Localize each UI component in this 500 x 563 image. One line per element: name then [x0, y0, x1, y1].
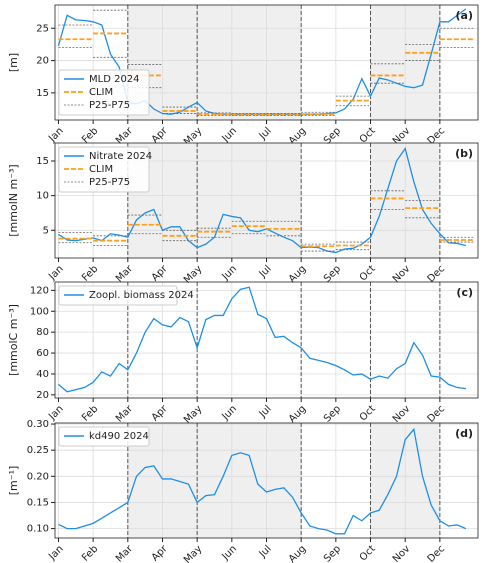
x-tick-label: Jan — [46, 125, 65, 144]
x-tick-label: May — [182, 543, 204, 563]
y-tick-label: 120 — [30, 285, 49, 296]
x-tick-label: Jun — [220, 125, 240, 145]
y-tick-label: 25 — [36, 23, 49, 34]
x-tick-label: Sep — [322, 403, 343, 424]
y-tick-label: 20 — [36, 390, 49, 401]
x-tick-label: Dec — [426, 543, 447, 563]
legend-label: CLIM — [89, 87, 113, 98]
y-tick-label: 40 — [36, 369, 49, 380]
y-tick-label: 5 — [43, 225, 49, 236]
legend-label: kd490 2024 — [89, 431, 149, 442]
y-tick-label: 10 — [36, 191, 49, 202]
x-tick-label: Nov — [391, 403, 413, 425]
y-tick-label: 80 — [36, 327, 49, 338]
season-shade — [127, 5, 302, 120]
y-tick-label: 0.20 — [27, 471, 49, 482]
legend-label: P25-P75 — [89, 100, 130, 111]
x-tick-label: Feb — [80, 403, 100, 423]
y-tick-label: 0.15 — [27, 497, 49, 508]
panel: 20 40 60 80 100 120 Jan Feb Mar Apr May Jun Jul Aug Se… — [7, 281, 479, 426]
x-tick-label: Jul — [257, 403, 274, 420]
y-tick-label: 60 — [36, 348, 49, 359]
y-axis-label: [mmolN m⁻³] — [7, 164, 20, 236]
plot-frame — [54, 422, 479, 539]
panel-label: (d) — [455, 427, 473, 440]
x-tick-label: Jun — [220, 403, 240, 423]
y-tick-label: 20 — [36, 56, 49, 67]
y-axis-label: [m] — [7, 53, 20, 72]
x-tick-label: Mar — [114, 403, 136, 425]
season-shade — [127, 143, 302, 258]
legend-frame — [58, 146, 150, 193]
data-line — [58, 147, 467, 254]
x-tick-label: Jan — [46, 403, 65, 422]
panel-label: (b) — [455, 147, 473, 160]
plot-frame — [54, 142, 479, 259]
y-tick-label: 0.10 — [27, 524, 49, 535]
plot-frame — [54, 4, 479, 121]
panel-label: (c) — [456, 286, 473, 299]
x-tick-label: Feb — [80, 263, 100, 283]
x-tick-label: Jan — [46, 543, 65, 562]
legend-label: Nitrate 2024 — [89, 151, 152, 162]
y-axis-label: [m⁻¹] — [7, 466, 20, 496]
x-tick-label: May — [182, 263, 204, 285]
x-tick-label: Sep — [322, 125, 343, 146]
y-tick-label: 0.30 — [27, 419, 49, 430]
x-tick-label: Mar — [114, 263, 136, 285]
legend-label: Zoopl. biomass 2024 — [89, 290, 194, 301]
x-tick-label: Apr — [150, 125, 171, 146]
x-tick-label: Nov — [391, 543, 413, 563]
x-tick-label: Apr — [150, 403, 171, 424]
panel-label: (a) — [456, 9, 473, 22]
x-tick-label: Jun — [220, 543, 240, 563]
data-line — [58, 286, 466, 393]
x-tick-label: Feb — [80, 543, 100, 563]
y-tick-label: 15 — [36, 88, 49, 99]
x-tick-label: Jun — [220, 263, 240, 283]
x-tick-label: Aug — [287, 543, 309, 563]
x-tick-label: Sep — [322, 543, 343, 563]
x-tick-label: Oct — [358, 543, 378, 563]
season-shade — [127, 423, 302, 538]
x-tick-label: Oct — [358, 263, 378, 283]
panel: 0.10 0.15 0.20 0.25 0.30 Jan Feb Mar Apr May Jun Ju… — [7, 419, 479, 563]
legend-frame — [58, 69, 150, 116]
x-tick-label: May — [182, 403, 204, 425]
x-tick-label: Jan — [46, 263, 65, 282]
x-tick-label: Sep — [322, 263, 343, 284]
x-tick-label: Jul — [257, 543, 274, 560]
legend-label: P25-P75 — [89, 177, 130, 188]
x-tick-label: Dec — [426, 403, 447, 424]
x-tick-label: Apr — [150, 263, 171, 284]
legend-label: CLIM — [89, 164, 113, 175]
x-tick-label: Jul — [257, 263, 274, 280]
x-tick-label: Apr — [150, 543, 171, 563]
x-tick-label: Aug — [287, 403, 309, 425]
x-tick-label: Jul — [257, 125, 274, 142]
legend-frame — [58, 285, 178, 306]
x-tick-label: Oct — [358, 403, 378, 423]
y-tick-label: 100 — [30, 306, 49, 317]
data-line — [58, 427, 467, 535]
y-axis-label: [mmolC m⁻³] — [7, 304, 20, 376]
x-tick-label: Mar — [114, 543, 136, 563]
y-tick-label: 0.25 — [27, 445, 49, 456]
legend-frame — [58, 426, 150, 447]
plot-frame — [54, 281, 479, 399]
x-tick-label: Oct — [358, 125, 378, 145]
legend-label: MLD 2024 — [89, 74, 140, 85]
y-tick-label: 15 — [36, 156, 49, 167]
